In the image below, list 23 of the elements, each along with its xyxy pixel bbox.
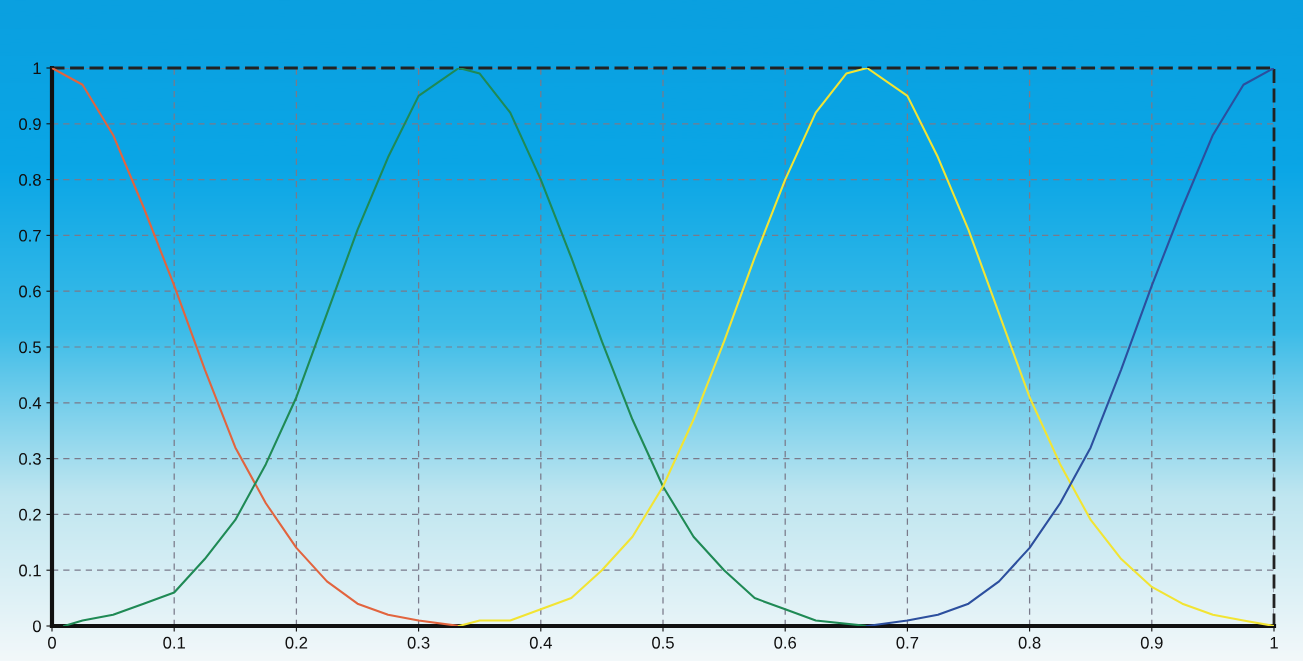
- y-tick-label: 0.5: [19, 341, 41, 354]
- y-tick-label: 0.1: [19, 564, 41, 577]
- y-tick-label: 0.8: [19, 174, 41, 186]
- x-tick-label: 0.2: [285, 636, 308, 649]
- x-tick-label: 0.8: [1018, 636, 1041, 649]
- x-tick-label: 0.3: [407, 636, 430, 649]
- x-tick-label: 0.4: [529, 636, 552, 649]
- y-tick-label: 0.6: [19, 285, 41, 298]
- x-tick-label: 1: [1270, 637, 1278, 649]
- x-tick-label: 0.5: [652, 636, 674, 649]
- y-tick-label: 0: [32, 620, 41, 633]
- x-tick-label: 0.6: [774, 636, 797, 649]
- x-tick-label: 0.9: [1140, 636, 1163, 649]
- y-tick-label: 1: [33, 62, 41, 75]
- y-tick-label: 0.9: [19, 118, 41, 130]
- y-tick-label: 0.2: [19, 508, 41, 521]
- y-tick-label: 0.3: [19, 453, 41, 465]
- x-tick-label: 0.1: [163, 636, 185, 649]
- line-series: [63, 68, 869, 626]
- y-tick-label: 0.4: [19, 397, 42, 409]
- x-tick-label: 0: [48, 636, 56, 649]
- x-tick-label: 0.7: [896, 636, 919, 649]
- y-tick-label: 0.7: [19, 229, 41, 242]
